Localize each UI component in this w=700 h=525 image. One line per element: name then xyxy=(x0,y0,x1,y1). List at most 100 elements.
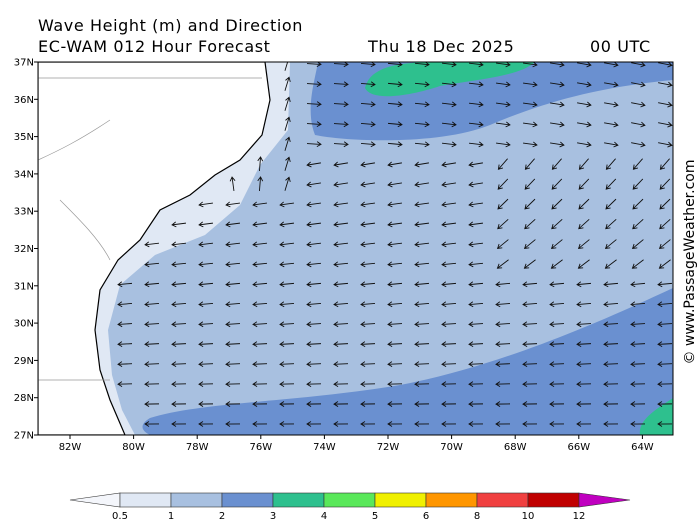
direction-arrow xyxy=(252,261,268,268)
direction-arrow xyxy=(603,301,619,308)
direction-arrow xyxy=(360,381,376,387)
direction-arrow xyxy=(414,421,430,427)
direction-arrow xyxy=(279,421,295,427)
direction-arrow xyxy=(171,221,187,228)
time: 00 UTC xyxy=(590,37,651,56)
direction-arrow xyxy=(198,421,214,427)
direction-arrow xyxy=(441,161,456,168)
direction-arrow xyxy=(578,178,590,190)
direction-arrow xyxy=(198,261,214,268)
direction-arrow xyxy=(284,62,289,71)
direction-arrow xyxy=(659,198,671,210)
direction-arrow xyxy=(576,381,592,387)
direction-arrow xyxy=(360,201,375,208)
longitude-label: 78W xyxy=(186,442,209,453)
direction-arrow xyxy=(284,116,291,131)
direction-arrow xyxy=(333,201,348,208)
direction-arrow xyxy=(360,341,376,348)
direction-arrow xyxy=(144,341,160,348)
direction-arrow xyxy=(550,259,563,269)
direction-arrow xyxy=(549,341,565,348)
direction-arrow xyxy=(171,261,187,268)
direction-arrow xyxy=(198,401,214,407)
direction-arrow xyxy=(468,241,484,248)
direction-arrow xyxy=(360,361,376,368)
credit: © www.PassageWeather.com xyxy=(682,159,698,364)
direction-arrow xyxy=(306,121,322,128)
latitude-label: 33N xyxy=(14,207,34,218)
direction-arrow xyxy=(306,141,322,148)
direction-arrow xyxy=(441,181,456,188)
direction-arrow xyxy=(306,321,322,328)
direction-arrow xyxy=(333,341,349,348)
direction-arrow xyxy=(257,176,264,192)
direction-arrow xyxy=(576,321,592,328)
direction-arrow xyxy=(333,261,349,268)
direction-arrow xyxy=(550,101,565,108)
direction-arrow xyxy=(549,401,565,407)
direction-arrow xyxy=(550,239,563,250)
direction-arrow xyxy=(360,281,376,288)
latitude-label: 37N xyxy=(14,58,34,69)
title: Wave Height (m) and Direction xyxy=(38,16,303,35)
direction-arrow xyxy=(414,361,430,368)
direction-arrow xyxy=(387,261,403,268)
direction-arrow xyxy=(497,178,509,190)
map-area xyxy=(38,62,673,435)
direction-arrow xyxy=(333,62,349,68)
direction-arrow xyxy=(549,361,565,368)
direction-arrow xyxy=(551,178,563,190)
direction-arrow xyxy=(468,401,484,407)
direction-arrow xyxy=(414,261,430,268)
direction-arrow xyxy=(414,141,430,148)
direction-arrow xyxy=(333,161,348,168)
direction-arrow xyxy=(441,281,457,288)
direction-arrow xyxy=(225,321,241,328)
direction-arrow xyxy=(522,341,538,348)
direction-arrow xyxy=(198,281,214,288)
direction-arrow xyxy=(577,81,592,88)
direction-arrow xyxy=(414,161,429,168)
direction-arrow xyxy=(496,141,511,148)
colorbar-arrow xyxy=(578,492,631,508)
direction-arrow xyxy=(360,241,376,248)
direction-arrow xyxy=(171,381,187,387)
direction-arrow xyxy=(144,361,160,368)
zone-3-4 xyxy=(365,62,535,97)
direction-arrow xyxy=(279,381,295,387)
direction-arrow xyxy=(604,259,617,269)
direction-arrow xyxy=(468,301,484,308)
direction-arrow xyxy=(333,141,349,148)
direction-arrow xyxy=(387,81,403,88)
direction-arrow xyxy=(252,421,268,427)
direction-arrow xyxy=(198,301,214,308)
latitude-label: 34N xyxy=(14,169,34,180)
direction-arrow xyxy=(549,381,565,387)
direction-arrow xyxy=(441,301,457,308)
direction-arrow xyxy=(631,101,646,108)
color-swatch xyxy=(425,492,478,508)
direction-arrow xyxy=(198,221,214,228)
direction-arrow xyxy=(495,381,511,387)
direction-arrow xyxy=(551,218,563,230)
direction-arrow xyxy=(252,201,267,208)
zone-2-3 xyxy=(142,288,673,435)
direction-arrow xyxy=(306,261,322,268)
direction-arrow xyxy=(387,341,403,348)
legend-label: 3 xyxy=(270,511,276,522)
direction-arrow xyxy=(658,121,673,128)
direction-arrow xyxy=(144,261,160,268)
direction-arrow xyxy=(387,381,403,387)
direction-arrow xyxy=(522,301,538,308)
direction-arrow xyxy=(360,221,376,228)
direction-arrow xyxy=(333,301,349,308)
direction-arrow xyxy=(468,101,484,108)
direction-arrow xyxy=(631,121,646,128)
direction-arrow xyxy=(360,101,376,108)
direction-arrow xyxy=(252,361,268,368)
direction-arrow xyxy=(523,101,538,108)
direction-arrow xyxy=(441,341,457,348)
direction-arrow xyxy=(549,421,565,427)
direction-arrow xyxy=(577,259,590,269)
